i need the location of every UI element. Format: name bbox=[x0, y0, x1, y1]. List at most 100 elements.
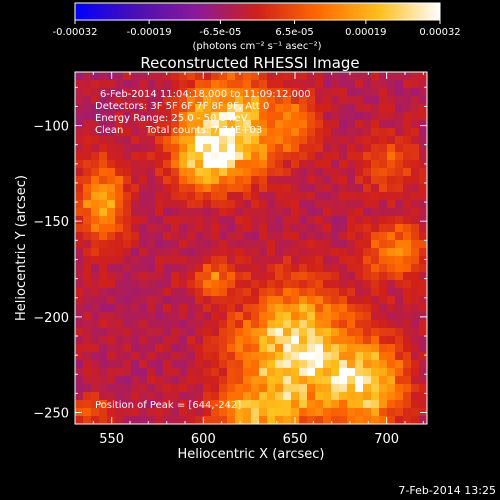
heatmap-cell bbox=[291, 384, 300, 393]
heatmap-cell bbox=[83, 256, 92, 265]
heatmap-cell bbox=[323, 296, 332, 305]
heatmap-cell bbox=[155, 256, 164, 265]
heatmap-cell bbox=[171, 112, 180, 121]
heatmap-cell bbox=[131, 384, 140, 393]
heatmap-cell bbox=[147, 264, 156, 273]
heatmap-cell bbox=[323, 264, 332, 273]
heatmap-cell bbox=[227, 232, 236, 241]
heatmap-cell bbox=[323, 200, 332, 209]
heatmap-cell bbox=[123, 136, 132, 145]
heatmap-cell bbox=[291, 136, 300, 145]
heatmap-cell bbox=[179, 152, 188, 161]
heatmap-cell bbox=[195, 408, 204, 417]
colorbar-tick-label: -0.00019 bbox=[127, 27, 172, 38]
heatmap-cell bbox=[179, 408, 188, 417]
heatmap-cell bbox=[251, 96, 260, 105]
heatmap-cell bbox=[123, 280, 132, 289]
heatmap-cell bbox=[243, 112, 252, 121]
heatmap-cell bbox=[203, 144, 212, 153]
heatmap-cell bbox=[107, 376, 116, 385]
heatmap-cell bbox=[123, 88, 132, 97]
heatmap-cell bbox=[331, 72, 340, 81]
heatmap-cell bbox=[411, 128, 420, 137]
heatmap-cell bbox=[91, 72, 100, 81]
heatmap-cell bbox=[403, 224, 412, 233]
heatmap-cell bbox=[347, 128, 356, 137]
heatmap-cell bbox=[331, 192, 340, 201]
heatmap-cell bbox=[315, 320, 324, 329]
heatmap-cell bbox=[99, 376, 108, 385]
heatmap-cell bbox=[211, 144, 220, 153]
heatmap-cell bbox=[411, 96, 420, 105]
heatmap-cell bbox=[315, 264, 324, 273]
heatmap-cell bbox=[107, 368, 116, 377]
heatmap-cell bbox=[75, 128, 84, 137]
heatmap-cell bbox=[291, 192, 300, 201]
heatmap-cell bbox=[163, 408, 172, 417]
heatmap-cell bbox=[371, 320, 380, 329]
heatmap-cell bbox=[403, 208, 412, 217]
heatmap-cell bbox=[83, 208, 92, 217]
heatmap-cell bbox=[187, 144, 196, 153]
heatmap-cell bbox=[307, 216, 316, 225]
heatmap-cell bbox=[419, 216, 427, 225]
heatmap-cell bbox=[323, 352, 332, 361]
heatmap-cell bbox=[107, 136, 116, 145]
heatmap-cell bbox=[275, 344, 284, 353]
heatmap-cell bbox=[379, 224, 388, 233]
heatmap-cell bbox=[339, 328, 348, 337]
heatmap-cell bbox=[235, 248, 244, 257]
heatmap-cell bbox=[107, 144, 116, 153]
heatmap-cell bbox=[187, 96, 196, 105]
heatmap-cell bbox=[179, 384, 188, 393]
heatmap-cell bbox=[379, 104, 388, 113]
heatmap-cell bbox=[259, 344, 268, 353]
heatmap-cell bbox=[347, 88, 356, 97]
heatmap-cell bbox=[299, 144, 308, 153]
heatmap-cell bbox=[355, 336, 364, 345]
heatmap-cell bbox=[347, 256, 356, 265]
heatmap-cell bbox=[411, 328, 420, 337]
heatmap-cell bbox=[243, 208, 252, 217]
heatmap-cell bbox=[419, 248, 427, 257]
heatmap-cell bbox=[315, 136, 324, 145]
heatmap-cell bbox=[291, 240, 300, 249]
heatmap-cell bbox=[131, 200, 140, 209]
heatmap-cell bbox=[195, 264, 204, 273]
heatmap-cell bbox=[227, 384, 236, 393]
heatmap-cell bbox=[339, 360, 348, 369]
heatmap-cell bbox=[139, 408, 148, 417]
heatmap-cell bbox=[75, 152, 84, 161]
heatmap-cell bbox=[163, 312, 172, 321]
heatmap-cell bbox=[107, 168, 116, 177]
heatmap-cell bbox=[123, 184, 132, 193]
heatmap-cell bbox=[283, 304, 292, 313]
heatmap-cell bbox=[363, 400, 372, 409]
heatmap-cell bbox=[395, 240, 404, 249]
heatmap-cell bbox=[371, 72, 380, 81]
heatmap-cell bbox=[211, 360, 220, 369]
heatmap-cell bbox=[315, 360, 324, 369]
heatmap-cell bbox=[291, 168, 300, 177]
heatmap-cell bbox=[347, 304, 356, 313]
heatmap-cell bbox=[363, 128, 372, 137]
heatmap-cell bbox=[219, 80, 228, 89]
heatmap-cell bbox=[139, 256, 148, 265]
heatmap-cell bbox=[235, 280, 244, 289]
heatmap-cell bbox=[179, 168, 188, 177]
heatmap-cell bbox=[411, 368, 420, 377]
heatmap-cell bbox=[83, 240, 92, 249]
heatmap-cell bbox=[131, 264, 140, 273]
heatmap-cell bbox=[411, 392, 420, 401]
heatmap-cell bbox=[139, 192, 148, 201]
heatmap-cell bbox=[307, 312, 316, 321]
heatmap-cell bbox=[275, 304, 284, 313]
heatmap-cell bbox=[99, 328, 108, 337]
heatmap-cell bbox=[211, 376, 220, 385]
heatmap-cell bbox=[347, 224, 356, 233]
heatmap-cell bbox=[347, 144, 356, 153]
heatmap-cell bbox=[355, 208, 364, 217]
heatmap-cell bbox=[379, 152, 388, 161]
heatmap-cell bbox=[403, 416, 412, 424]
